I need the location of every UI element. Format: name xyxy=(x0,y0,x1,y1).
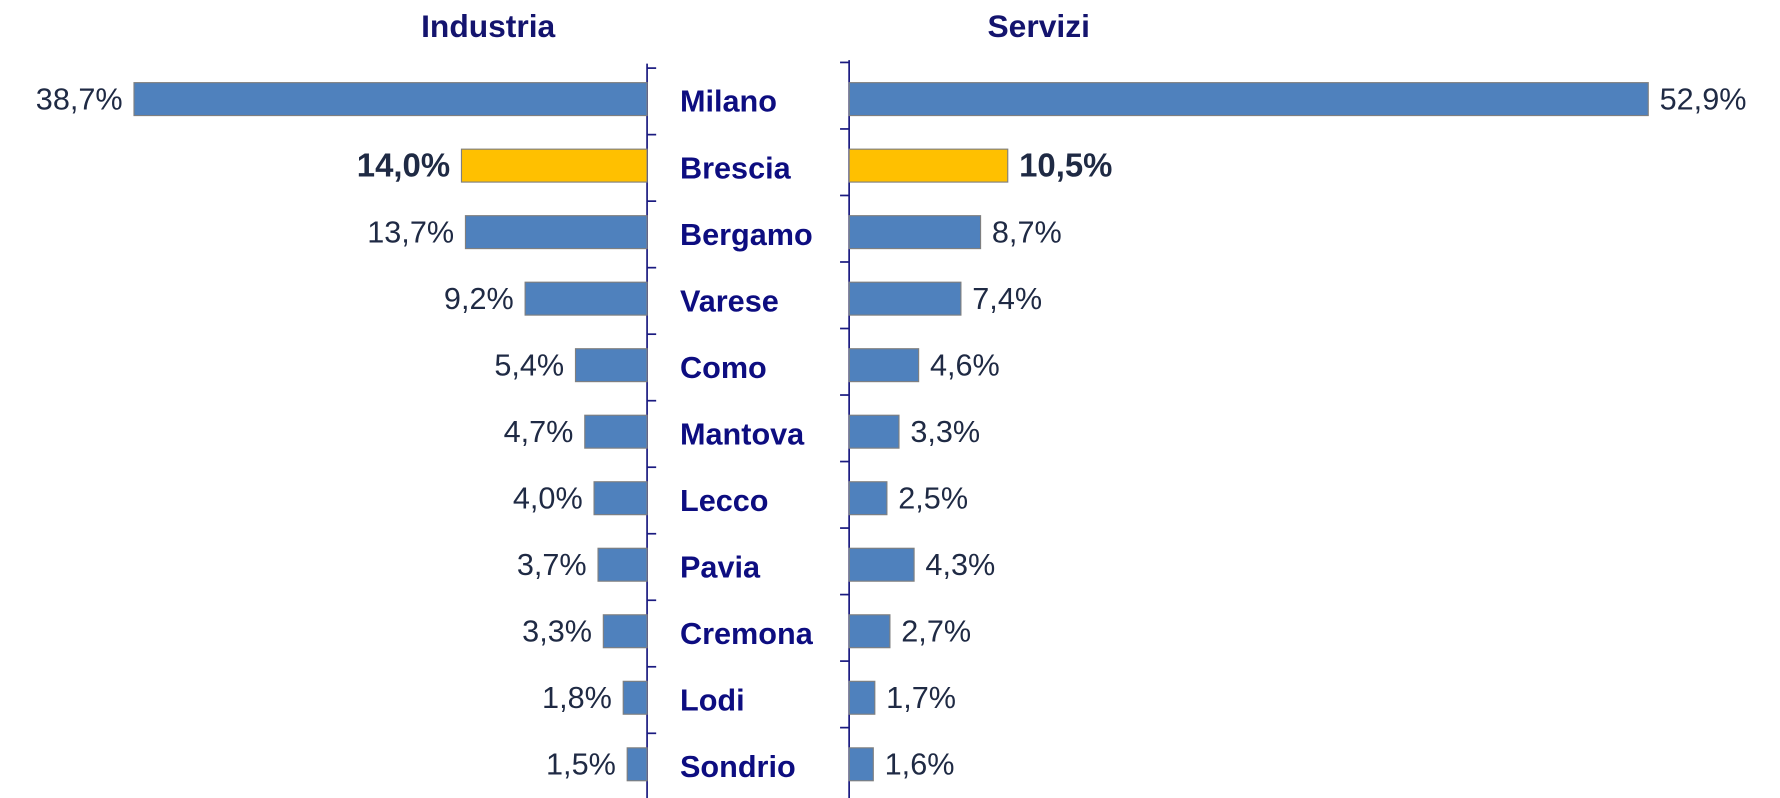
category-label: Pavia xyxy=(680,550,761,584)
bar xyxy=(622,680,648,715)
value-label: 4,0% xyxy=(513,482,583,516)
value-label: 4,3% xyxy=(925,548,995,582)
bar xyxy=(848,82,1649,117)
value-label: 52,9% xyxy=(1660,82,1747,116)
value-label: 3,7% xyxy=(517,548,587,582)
category-label: Cremona xyxy=(680,617,814,651)
value-label: 13,7% xyxy=(367,215,454,249)
series-title: Servizi xyxy=(987,8,1089,44)
value-label: 3,3% xyxy=(522,615,592,649)
bar xyxy=(848,281,962,316)
category-label: Como xyxy=(680,351,767,385)
value-label: 14,0% xyxy=(357,147,450,184)
value-label: 2,7% xyxy=(901,615,971,649)
value-label: 3,3% xyxy=(910,415,980,449)
value-label: 10,5% xyxy=(1019,147,1112,184)
category-label: Lecco xyxy=(680,484,769,518)
value-label: 1,7% xyxy=(886,681,956,715)
bar xyxy=(848,148,1009,183)
bar xyxy=(460,148,648,183)
category-label: Brescia xyxy=(680,151,792,185)
value-label: 1,8% xyxy=(542,681,612,715)
value-label: 4,7% xyxy=(504,415,574,449)
value-label: 1,5% xyxy=(546,748,616,782)
bar xyxy=(464,215,648,250)
value-label: 1,6% xyxy=(885,748,955,782)
bar xyxy=(848,547,915,582)
bar xyxy=(848,747,874,782)
bar xyxy=(848,414,900,449)
bar xyxy=(593,481,648,516)
series-title: Industria xyxy=(421,8,555,44)
value-label: 38,7% xyxy=(36,82,123,116)
bar xyxy=(848,481,888,516)
bar xyxy=(597,547,648,582)
bar xyxy=(524,281,648,316)
category-label: Varese xyxy=(680,284,779,318)
bar xyxy=(584,414,648,449)
bar xyxy=(848,614,891,649)
value-label: 5,4% xyxy=(494,349,564,383)
bar xyxy=(574,348,648,383)
bar xyxy=(848,348,920,383)
category-label: Bergamo xyxy=(680,218,813,252)
bar xyxy=(602,614,648,649)
value-label: 8,7% xyxy=(992,215,1062,249)
bar xyxy=(133,82,648,117)
value-label: 4,6% xyxy=(930,349,1000,383)
bar xyxy=(848,680,876,715)
value-label: 2,5% xyxy=(898,482,968,516)
bar xyxy=(848,215,982,250)
category-label: Lodi xyxy=(680,683,745,717)
category-label: Mantova xyxy=(680,417,805,451)
category-label: Sondrio xyxy=(680,750,796,784)
category-label: Milano xyxy=(680,85,777,119)
value-label: 7,4% xyxy=(972,282,1042,316)
bar xyxy=(626,747,648,782)
value-label: 9,2% xyxy=(444,282,514,316)
